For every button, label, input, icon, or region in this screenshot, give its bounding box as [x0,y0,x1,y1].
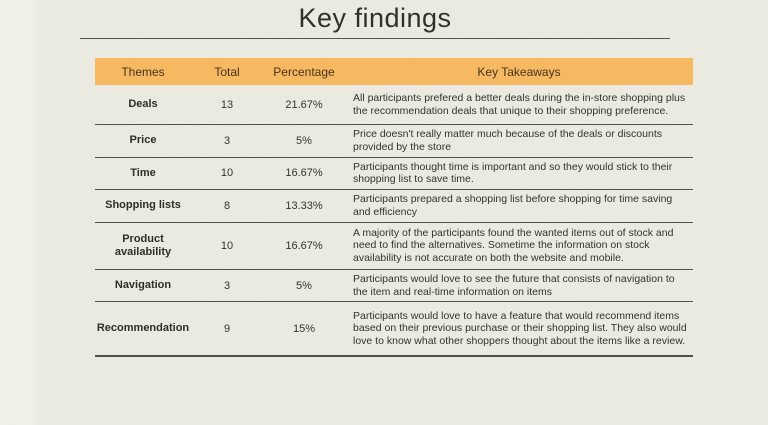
cell-percentage: 5% [296,279,312,292]
column-header-themes: Themes [121,64,165,79]
cell-theme: Product availability [114,232,172,258]
table-row-price: Price 3 5% Price doesn't really matter m… [95,125,693,158]
cell-takeaway: Participants prepared a shopping list be… [353,193,673,218]
cell-total: 10 [220,239,234,252]
cell-theme: Navigation [114,278,172,291]
cell-total: 13 [220,98,234,111]
cell-percentage: 21.67% [285,98,323,111]
cell-percentage: 16.67% [285,167,323,180]
cell-theme: Shopping lists [105,199,181,212]
table-row-navigation: Navigation 3 5% Participants would love … [95,270,693,303]
cell-theme: Price [129,134,157,147]
cell-total: 10 [220,167,234,180]
cell-percentage: 13.33% [285,199,323,212]
table-row-shopping-lists: Shopping lists 8 13.33% Participants pre… [95,190,693,223]
cell-takeaway: Participants would love to see the futur… [353,272,675,298]
column-header-total: Total [214,64,240,79]
cell-total: 3 [223,279,231,292]
cell-percentage: 15% [292,322,316,335]
cell-takeaway: A majority of the participants found the… [353,226,674,265]
cell-takeaway: Price doesn't really matter much because… [353,128,662,153]
findings-table: Themes Total Percentage Key Takeaways De… [95,58,693,358]
cell-percentage: 16.67% [285,239,323,252]
page-title: Key findings [298,3,452,33]
column-header-key-takeaways: Key Takeaways [477,64,561,79]
cell-theme: Recommendation [96,322,190,335]
table-row-product-availability: Product availability 10 16.67% A majorit… [95,223,693,270]
title-underline [80,38,670,39]
cell-takeaway: All participants prefered a better deals… [353,91,686,117]
cell-total: 8 [223,199,231,212]
table-row-recommendation: Recommendation 9 15% Participants would … [95,302,693,358]
cell-takeaway: Participants would love to have a featur… [353,309,687,348]
cell-total: 9 [223,322,231,335]
table-header-row: Themes Total Percentage Key Takeaways [95,58,693,85]
cell-total: 3 [223,134,231,147]
cell-takeaway: Participants thought time is important a… [353,160,673,186]
column-header-percentage: Percentage [273,64,335,79]
cell-theme: Time [130,166,156,179]
table-row-time: Time 10 16.67% Participants thought time… [95,158,693,191]
cell-percentage: 5% [296,134,312,147]
table-row-deals: Deals 13 21.67% All participants prefere… [95,85,693,125]
cell-theme: Deals [128,97,158,110]
